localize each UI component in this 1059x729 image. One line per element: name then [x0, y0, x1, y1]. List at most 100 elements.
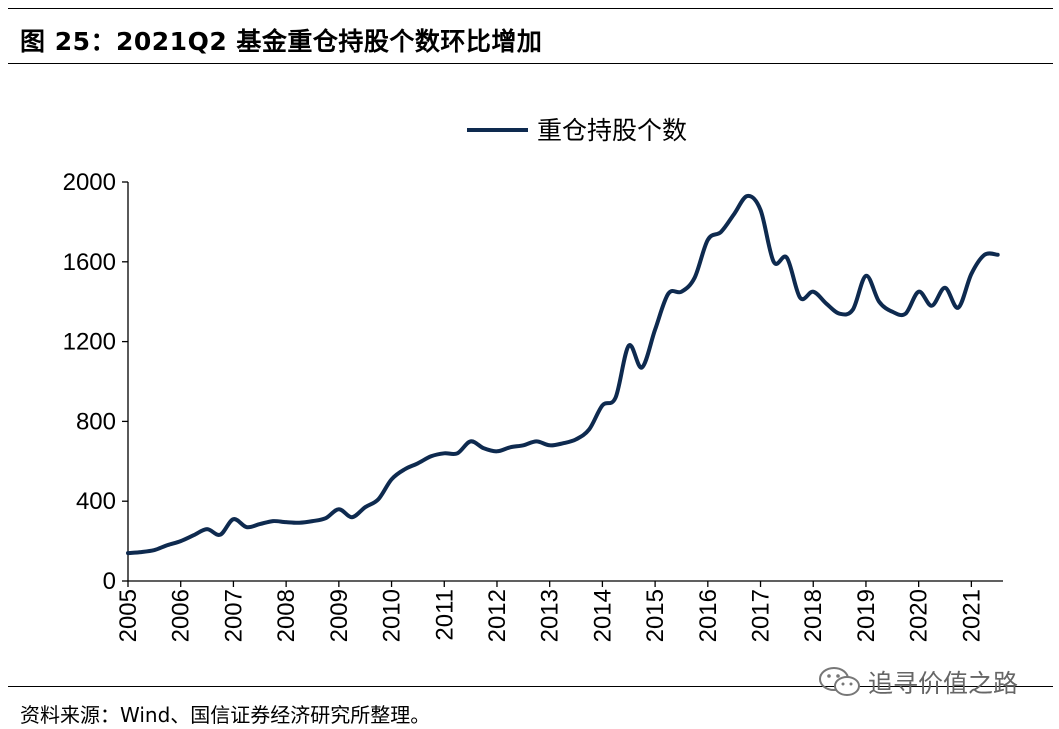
data-point: [930, 304, 934, 308]
data-point: [956, 306, 960, 310]
x-tick-label: 2016: [695, 589, 722, 642]
data-point: [258, 522, 262, 526]
data-point: [469, 439, 473, 443]
data-point: [680, 290, 684, 294]
y-tick-label: 0: [103, 568, 116, 595]
x-tick-label: 2009: [326, 589, 353, 642]
data-point: [231, 517, 235, 521]
data-point: [284, 520, 288, 524]
x-tick-label: 2006: [168, 589, 195, 642]
data-point: [574, 437, 578, 441]
data-point: [548, 443, 552, 447]
data-point: [350, 515, 354, 519]
top-rule: [8, 8, 1053, 9]
data-point: [851, 308, 855, 312]
data-point: [614, 396, 618, 400]
data-point: [166, 543, 170, 547]
legend-label: 重仓持股个数: [537, 116, 687, 145]
data-point: [811, 290, 815, 294]
data-point: [324, 516, 328, 520]
x-tick-label: 2005: [115, 589, 142, 642]
data-point: [653, 328, 657, 332]
data-point: [311, 519, 315, 523]
data-point: [126, 551, 130, 555]
data-point: [666, 292, 670, 296]
data-point: [996, 253, 1000, 257]
data-point: [969, 272, 973, 276]
data-point: [772, 260, 776, 264]
x-tick-label: 2010: [379, 589, 406, 642]
data-point: [877, 300, 881, 304]
series-points: [126, 194, 1000, 555]
y-tick-label: 800: [76, 408, 116, 435]
data-point: [864, 274, 868, 278]
data-point: [152, 548, 156, 552]
data-point: [640, 366, 644, 370]
x-tick-label: 2015: [642, 589, 669, 642]
data-point: [271, 519, 275, 523]
data-point: [732, 212, 736, 216]
x-tick-label: 2007: [220, 589, 247, 642]
data-point: [535, 439, 539, 443]
data-point: [745, 194, 749, 198]
data-point: [759, 208, 763, 212]
x-tick-label: 2011: [431, 589, 458, 641]
data-point: [376, 497, 380, 501]
x-tick-label: 2020: [906, 589, 933, 642]
wechat-icon: [819, 667, 860, 696]
data-point: [824, 302, 828, 306]
data-point: [521, 443, 525, 447]
data-point: [179, 539, 183, 543]
data-point: [561, 441, 565, 445]
data-point: [890, 310, 894, 314]
data-point: [218, 533, 222, 537]
legend: 重仓持股个数: [467, 116, 687, 145]
data-point: [943, 286, 947, 290]
data-point: [245, 525, 249, 529]
data-point: [600, 403, 604, 407]
data-point: [706, 238, 710, 242]
data-point: [983, 253, 987, 257]
data-point: [390, 477, 394, 481]
data-point: [693, 276, 697, 280]
x-tick-label: 2008: [273, 589, 300, 642]
x-tick-label: 2017: [748, 589, 775, 642]
data-point: [455, 451, 459, 455]
y-axis-ticks: 0 400 800 1200 1600 2000: [63, 169, 128, 595]
data-point: [587, 427, 591, 431]
data-point: [403, 467, 407, 471]
data-point: [337, 507, 341, 511]
data-point: [139, 550, 143, 554]
data-point: [297, 521, 301, 525]
y-tick-label: 400: [76, 488, 116, 515]
data-point: [205, 527, 209, 531]
x-tick-label: 2012: [484, 589, 511, 642]
data-point: [192, 533, 196, 537]
watermark-text: 追寻价值之路: [868, 669, 1019, 698]
title-rule: [8, 63, 1053, 64]
axes: [127, 182, 1003, 582]
data-point: [482, 446, 486, 450]
source-note: 资料来源：Wind、国信证券经济研究所整理。: [20, 703, 431, 727]
y-tick-label: 1600: [63, 249, 116, 276]
source-rule: [8, 686, 1053, 687]
data-point: [785, 256, 789, 260]
y-tick-label: 1200: [63, 329, 116, 356]
x-tick-label: 2014: [589, 589, 616, 642]
data-point: [495, 449, 499, 453]
x-tick-label: 2013: [537, 589, 564, 642]
x-tick-label: 2018: [800, 589, 827, 642]
x-tick-label: 2021: [958, 589, 985, 642]
figure-title: 图 25：2021Q2 基金重仓持股个数环比增加: [20, 27, 543, 56]
series-line: [126, 193, 1000, 556]
data-point: [429, 454, 433, 458]
data-point: [798, 296, 802, 300]
data-point: [416, 461, 420, 465]
data-point: [904, 312, 908, 316]
x-axis-ticks: 2005 2006 2007 2008 2009 2010 2011 2012 2013 2014…: [115, 581, 985, 642]
data-point: [442, 451, 446, 455]
data-point: [719, 230, 723, 234]
y-tick-label: 2000: [63, 169, 116, 196]
data-point: [508, 445, 512, 449]
